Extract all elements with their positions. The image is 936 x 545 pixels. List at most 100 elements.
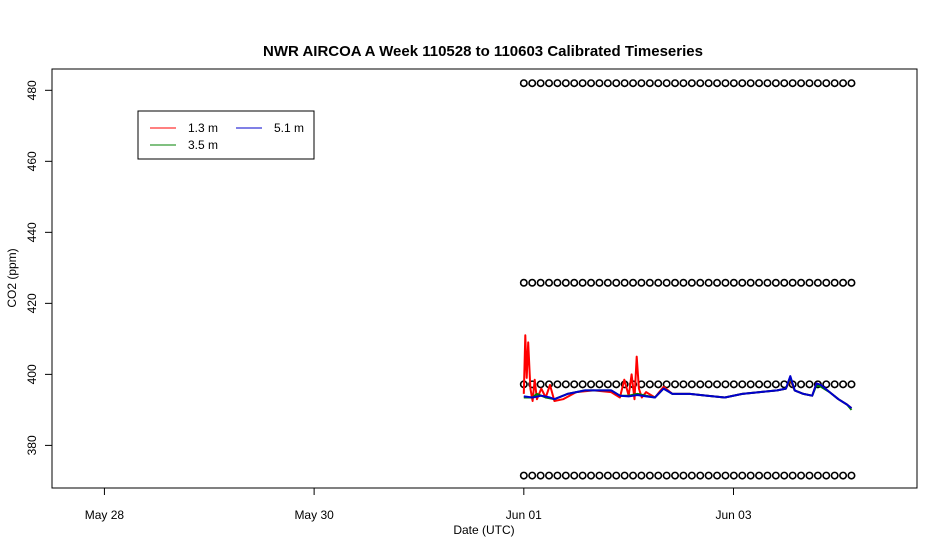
calibration-point	[612, 79, 621, 88]
calibration-point	[830, 471, 839, 480]
calibration-point	[746, 471, 755, 480]
calibration-point	[847, 380, 856, 389]
calibration-point	[839, 79, 848, 88]
calibration-point	[704, 471, 713, 480]
calibration-point	[746, 79, 755, 88]
calibration-point	[679, 278, 688, 287]
calibration-point	[822, 278, 831, 287]
calibration-point	[763, 79, 772, 88]
calibration-point	[654, 278, 663, 287]
calibration-point	[704, 380, 713, 389]
calibration-point	[746, 380, 755, 389]
calibration-point	[687, 79, 696, 88]
calibration-point	[704, 278, 713, 287]
calibration-point	[797, 380, 806, 389]
calibration-point	[637, 278, 646, 287]
calibration-point	[797, 471, 806, 480]
calibration-point	[519, 79, 528, 88]
calibration-point	[620, 471, 629, 480]
calibration-point	[755, 79, 764, 88]
calibration-point	[637, 79, 646, 88]
x-tick-label: May 28	[85, 508, 125, 522]
calibration-point	[797, 278, 806, 287]
calibration-point	[612, 278, 621, 287]
calibration-point	[847, 471, 856, 480]
calibration-point	[696, 471, 705, 480]
calibration-point	[629, 471, 638, 480]
calibration-point	[612, 380, 621, 389]
calibration-point	[771, 471, 780, 480]
legend-label: 5.1 m	[274, 121, 304, 135]
y-tick-label: 400	[25, 364, 39, 384]
calibration-point	[570, 471, 579, 480]
calibration-point	[519, 471, 528, 480]
calibration-point	[771, 278, 780, 287]
calibration-point	[687, 278, 696, 287]
calibration-point	[570, 278, 579, 287]
calibration-point	[830, 79, 839, 88]
calibration-point	[536, 79, 545, 88]
calibration-point	[662, 79, 671, 88]
y-tick-label: 460	[25, 151, 39, 171]
calibration-point	[629, 278, 638, 287]
calibration-point	[536, 380, 545, 389]
calibration-point	[721, 79, 730, 88]
calibration-point	[805, 471, 814, 480]
calibration-point	[788, 278, 797, 287]
calibration-point	[696, 278, 705, 287]
calibration-point	[813, 471, 822, 480]
calibration-point	[545, 278, 554, 287]
calibration-point	[788, 79, 797, 88]
calibration-point	[671, 380, 680, 389]
calibration-point	[595, 278, 604, 287]
calibration-point	[561, 79, 570, 88]
calibration-point	[797, 79, 806, 88]
calibration-point	[578, 471, 587, 480]
calibration-point	[721, 380, 730, 389]
calibration-point	[780, 471, 789, 480]
calibration-point	[755, 278, 764, 287]
calibration-point	[587, 380, 596, 389]
calibration-point	[755, 471, 764, 480]
calibration-point	[536, 278, 545, 287]
calibration-point	[713, 380, 722, 389]
calibration-point	[570, 380, 579, 389]
calibration-point	[612, 471, 621, 480]
y-tick-label: 480	[25, 80, 39, 100]
calibration-point	[528, 79, 537, 88]
legend-label: 3.5 m	[188, 138, 218, 152]
calibration-point	[662, 471, 671, 480]
calibration-point	[587, 278, 596, 287]
calibration-point	[578, 380, 587, 389]
calibration-point	[839, 380, 848, 389]
calibration-point	[738, 471, 747, 480]
calibration-point	[771, 380, 780, 389]
calibration-point	[704, 79, 713, 88]
calibration-point	[519, 278, 528, 287]
calibration-point	[578, 278, 587, 287]
calibration-point	[645, 471, 654, 480]
x-axis: May 28 May 30 Jun 01 Jun 03	[85, 488, 752, 522]
calibration-point	[763, 471, 772, 480]
calibration-point	[603, 380, 612, 389]
calibration-point	[629, 79, 638, 88]
series-line-1-3-m	[522, 334, 853, 409]
calibration-point	[620, 278, 629, 287]
calibration-point	[662, 380, 671, 389]
y-tick-label: 420	[25, 293, 39, 313]
calibration-point	[780, 79, 789, 88]
calibration-point	[822, 471, 831, 480]
calibration-point	[830, 380, 839, 389]
calibration-point	[788, 471, 797, 480]
calibration-point	[662, 278, 671, 287]
calibration-point	[771, 79, 780, 88]
calibration-point	[645, 380, 654, 389]
calibration-point	[561, 380, 570, 389]
calibration-point	[805, 380, 814, 389]
calibration-point	[553, 380, 562, 389]
calibration-point	[595, 471, 604, 480]
calibration-point	[654, 380, 663, 389]
legend-box	[137, 110, 315, 160]
calibration-point	[763, 380, 772, 389]
